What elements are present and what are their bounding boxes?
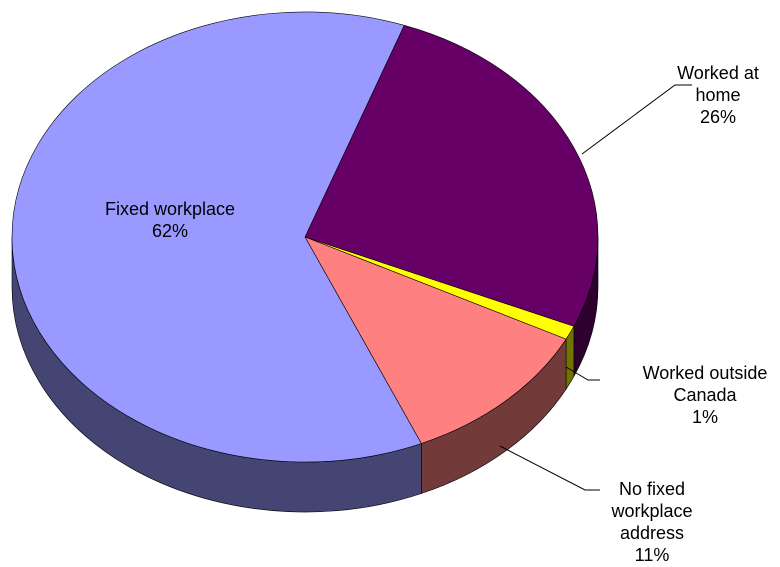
slice-label: Worked outside Canada 1% <box>633 362 778 428</box>
leader-line <box>581 84 692 155</box>
value-label: 62% <box>151 221 189 241</box>
leader-line <box>499 445 600 491</box>
leader-line <box>565 366 600 381</box>
category-label: Worked at home <box>677 63 759 105</box>
slice <box>11 11 422 463</box>
value-label: 1% <box>691 407 718 427</box>
slice <box>304 236 567 444</box>
value-label: 26% <box>699 107 737 127</box>
slice-label: Worked at home 26% <box>668 62 768 128</box>
category-label: Fixed workplace <box>104 199 236 219</box>
category-label: Worked outside Canada <box>642 363 768 405</box>
value-label: 11% <box>634 545 670 565</box>
pie <box>11 11 599 513</box>
slice <box>304 24 599 327</box>
category-label: No fixed workplace address <box>611 479 693 543</box>
slice-label: Fixed workplace 62% <box>60 198 280 242</box>
slice-label: No fixed workplace address 11% <box>602 478 702 566</box>
